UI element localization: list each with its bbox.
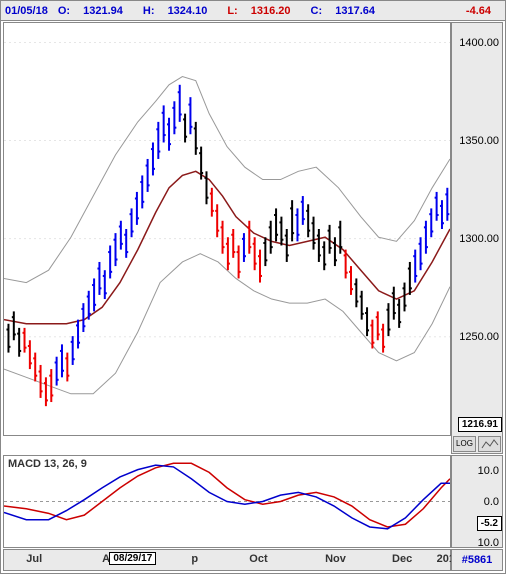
scale-icon [479, 437, 500, 451]
price-tick: 1250.00 [459, 331, 499, 343]
price-svg [4, 23, 450, 435]
header-close: C: 1317.64 [311, 5, 385, 17]
xaxis-month: Jul [26, 553, 42, 565]
chart-container: 01/05/18 O: 1321.94 H: 1324.10 L: 1316.2… [0, 0, 506, 574]
macd-tick: 0.0 [484, 496, 499, 508]
xaxis-month: Nov [325, 553, 346, 565]
macd-bottom-tick: 10.0 [478, 537, 499, 549]
ohlc-header: 01/05/18 O: 1321.94 H: 1324.10 L: 1316.2… [1, 1, 505, 21]
macd-chart[interactable]: MACD 13, 26, 9 [3, 455, 451, 548]
price-tick: 1300.00 [459, 233, 499, 245]
macd-value-box: -5.2 [477, 516, 502, 531]
bar-count-box: #5861 [451, 549, 503, 571]
price-tick: 1350.00 [459, 135, 499, 147]
price-tick: 1400.00 [459, 37, 499, 49]
macd-tick: 10.0 [478, 465, 499, 477]
xaxis-date-box: 08/29/17 [109, 552, 156, 565]
log-button[interactable]: LOG [453, 436, 476, 452]
header-open: O: 1321.94 [58, 5, 133, 17]
macd-label: MACD 13, 26, 9 [8, 458, 87, 470]
macd-yaxis: 0.0 10.0 -5.2 10.0 [451, 455, 503, 548]
header-change: -4.64 [466, 5, 491, 17]
price-chart[interactable] [3, 22, 451, 436]
price-yaxis: 1250.00 1300.00 1350.00 1400.00 1216.91 LOG [451, 22, 503, 454]
xaxis-month: Dec [392, 553, 412, 565]
xaxis-month: Oct [249, 553, 267, 565]
header-date: 01/05/18 [5, 5, 48, 17]
current-price-box: 1216.91 [458, 417, 502, 432]
xaxis-month: p [191, 553, 198, 565]
header-high: H: 1324.10 [143, 5, 217, 17]
time-xaxis[interactable]: JulAugpOctNovDec20108/29/17 [3, 549, 451, 571]
header-low: L: 1316.20 [227, 5, 300, 17]
scale-button[interactable] [478, 436, 501, 452]
